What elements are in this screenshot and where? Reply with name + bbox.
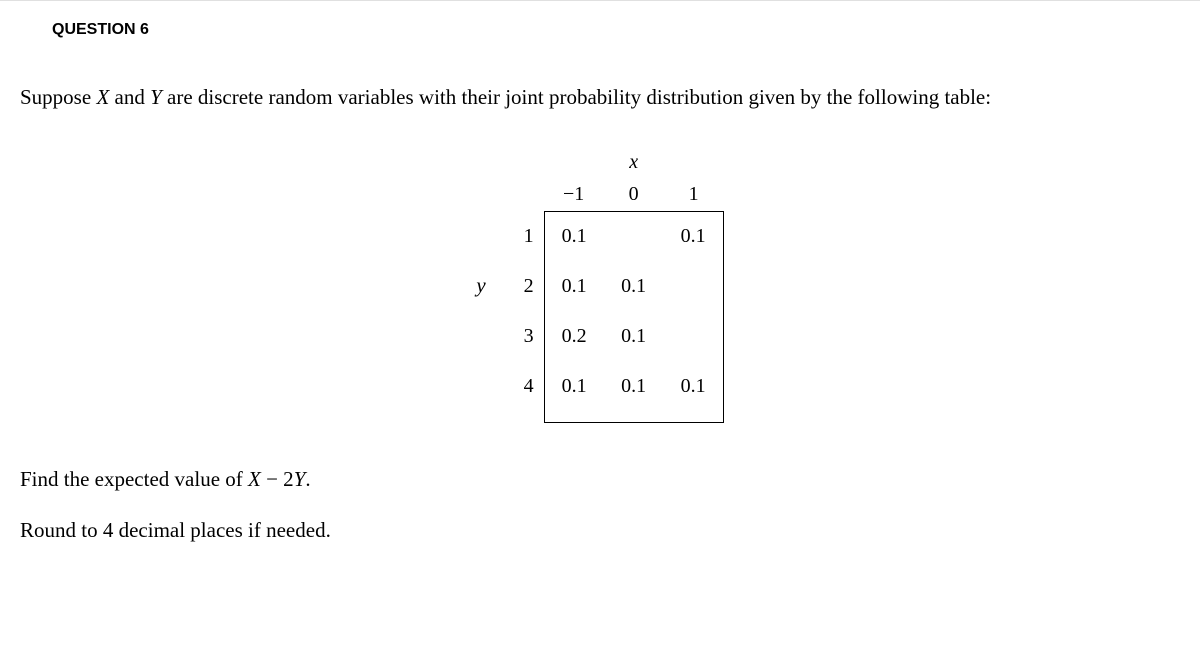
question-label: QUESTION 6 [52,21,1180,39]
spacer [504,411,544,423]
problem-statement: Suppose X and Y are discrete random vari… [20,83,1180,111]
prob-cell [604,211,664,261]
task-text-1: Find the expected value of [20,467,248,491]
spacer [604,411,664,423]
rounding-note: Round to 4 decimal places if needed. [20,518,1180,543]
prob-cell: 0.1 [604,261,664,311]
y-row-header: 3 [504,311,544,361]
var-y: Y [150,85,162,109]
prob-cell: 0.1 [664,211,724,261]
task-instruction: Find the expected value of X − 2Y. [20,467,1180,492]
prompt-text-2: and [109,85,150,109]
y-row-header: 4 [504,361,544,411]
x-axis-label: x [604,147,664,177]
y-axis-label: y [476,273,485,298]
prob-cell: 0.1 [664,361,724,411]
prob-cell: 0.1 [544,261,604,311]
corner-blank [504,177,544,211]
prompt-text-3: are discrete random variables with their… [162,85,991,109]
prob-cell: 0.2 [544,311,604,361]
joint-distribution-table: y x −1 0 1 1 0.1 0.1 2 0.1 0.1 3 0.2 [20,147,1180,423]
var-x: X [96,85,109,109]
y-row-header: 1 [504,211,544,261]
probability-grid: x −1 0 1 1 0.1 0.1 2 0.1 0.1 3 0.2 0.1 4 [504,147,724,423]
prob-cell: 0.1 [604,311,664,361]
expr-mid: − 2 [261,467,294,491]
task-text-2: . [305,467,310,491]
question-container: QUESTION 6 Suppose X and Y are discrete … [0,0,1200,589]
x-col-header: −1 [544,177,604,211]
expr-x: X [248,467,261,491]
prob-cell: 0.1 [604,361,664,411]
x-header-spacer [664,147,724,177]
spacer [664,411,724,423]
x-col-header: 1 [664,177,724,211]
y-row-header: 2 [504,261,544,311]
prob-cell [664,261,724,311]
x-header-spacer [544,147,604,177]
prompt-text-1: Suppose [20,85,96,109]
prob-cell: 0.1 [544,211,604,261]
x-col-header: 0 [604,177,664,211]
corner-blank [504,147,544,177]
prob-cell [664,311,724,361]
expr-y: Y [294,467,306,491]
prob-cell: 0.1 [544,361,604,411]
spacer [544,411,604,423]
